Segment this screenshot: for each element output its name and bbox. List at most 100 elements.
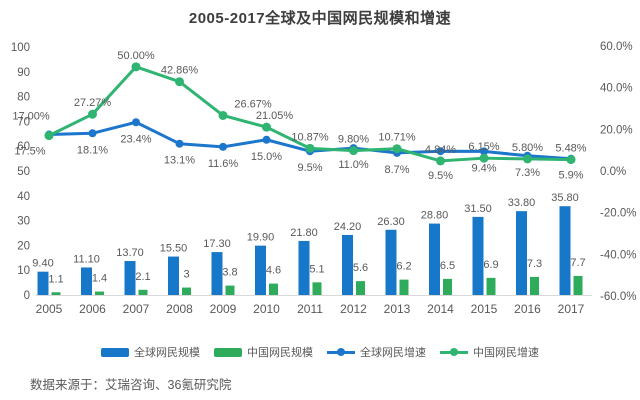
svg-text:100: 100 (11, 42, 30, 54)
bar-china-2016 (530, 276, 539, 295)
svg-text:2012: 2012 (340, 302, 367, 316)
svg-text:1.1: 1.1 (48, 273, 63, 285)
bar-global-2016 (516, 211, 527, 295)
svg-text:-20.0%: -20.0% (600, 208, 636, 220)
bar-global-2010 (255, 245, 266, 295)
svg-text:6.2: 6.2 (396, 261, 411, 273)
svg-text:17.00%: 17.00% (12, 111, 50, 123)
svg-text:2009: 2009 (210, 302, 237, 316)
x-axis: 2005 2006 2007 2008 2009 2010 2011 2012 2013 2014… (36, 295, 592, 316)
svg-text:50.00%: 50.00% (117, 50, 155, 62)
bar-global-2007 (124, 261, 136, 295)
bar-china-2012 (356, 281, 365, 295)
svg-text:9.40: 9.40 (32, 258, 53, 270)
svg-text:11.6%: 11.6% (208, 158, 239, 170)
svg-text:70: 70 (17, 116, 30, 128)
svg-text:40.0%: 40.0% (600, 83, 633, 95)
bars-china: 1.1 1.4 2.1 3 3.8 4.6 5.1 5.6 6.2 6.5 6.9 7.3 7.7 (48, 257, 586, 295)
legend-item-global-growth: 全球网民增速 (327, 344, 426, 360)
svg-text:1.4: 1.4 (92, 273, 107, 285)
line-global-growth: 17.5% 18.1% 23.4% 13.1% 11.6% 15.0% 9.5% 11.0% 8… (14, 118, 584, 182)
svg-text:0.0%: 0.0% (600, 166, 626, 178)
bar-china-2017 (573, 275, 583, 295)
svg-text:10.71%: 10.71% (378, 132, 416, 144)
source-note: 数据来源于：艾瑞咨询、36氪研究院 (30, 378, 232, 392)
svg-text:2017: 2017 (558, 302, 585, 316)
line-china-growth: 17.00% 27.27% 50.00% 42.86% 26.67%21.05% 10.8… (12, 50, 587, 166)
svg-text:3: 3 (183, 269, 189, 281)
svg-text:2005: 2005 (36, 302, 63, 316)
svg-text:42.86%: 42.86% (161, 65, 199, 77)
bar-china-2015 (486, 277, 496, 295)
svg-text:2013: 2013 (384, 302, 411, 316)
bar-global-2014 (429, 223, 440, 295)
svg-text:31.50: 31.50 (464, 203, 492, 215)
svg-text:2014: 2014 (427, 302, 454, 316)
bar-china-2014 (443, 278, 452, 295)
bar-global-2011 (298, 240, 310, 295)
legend-label: 全球网民增速 (360, 347, 426, 359)
legend-label: 全球网民规模 (134, 347, 200, 359)
svg-text:2011: 2011 (297, 302, 323, 316)
global-users-bar-swatch-icon (101, 347, 129, 357)
svg-text:6.15%: 6.15% (468, 141, 499, 153)
bar-global-2013 (385, 229, 397, 295)
china-users-bar-swatch-icon (214, 347, 242, 357)
svg-text:35.80: 35.80 (551, 192, 579, 204)
bar-china-2010 (269, 283, 278, 295)
svg-text:17.30: 17.30 (203, 238, 231, 250)
svg-text:15.50: 15.50 (160, 243, 188, 255)
svg-text:5.48%: 5.48% (555, 143, 586, 155)
chart-legend: 全球网民规模 中国网民规模 全球网民增速 中国网民增速 (0, 344, 640, 360)
bar-china-2007 (138, 289, 148, 295)
svg-text:11.0%: 11.0% (338, 159, 369, 171)
svg-text:9.5%: 9.5% (428, 170, 453, 182)
svg-text:13.1%: 13.1% (164, 155, 195, 167)
svg-text:28.80: 28.80 (421, 210, 449, 222)
svg-text:15.0%: 15.0% (251, 151, 282, 163)
svg-text:2007: 2007 (123, 302, 150, 316)
svg-text:17.5%: 17.5% (14, 146, 45, 158)
svg-text:3.8: 3.8 (222, 267, 237, 279)
svg-text:2010: 2010 (253, 302, 280, 316)
left-axis: 0 10 20 30 40 50 60 70 80 90 100 (11, 42, 30, 302)
svg-text:7.3%: 7.3% (515, 167, 540, 179)
bar-china-2006 (95, 291, 104, 295)
svg-text:50: 50 (17, 166, 30, 178)
svg-text:-40.0%: -40.0% (600, 249, 636, 261)
legend-label: 中国网民规模 (247, 347, 313, 359)
right-axis: 60.0% 40.0% 20.0% 0.0% -20.0% -40.0% -60.0% (600, 41, 636, 303)
svg-text:10: 10 (17, 265, 30, 277)
svg-text:90: 90 (17, 67, 30, 79)
bar-china-2009 (225, 285, 235, 295)
svg-text:9.5%: 9.5% (297, 162, 322, 174)
svg-text:20.0%: 20.0% (600, 124, 633, 136)
svg-text:21.80: 21.80 (290, 227, 318, 239)
svg-text:5.6: 5.6 (353, 262, 368, 274)
svg-text:0: 0 (24, 290, 30, 302)
bar-global-2012 (342, 234, 353, 295)
svg-text:2008: 2008 (166, 302, 193, 316)
global-growth-line-swatch-icon (327, 348, 355, 356)
svg-text:11.10: 11.10 (73, 253, 100, 265)
svg-text:33.80: 33.80 (508, 197, 536, 209)
svg-text:10.87%: 10.87% (291, 131, 329, 143)
svg-text:30: 30 (17, 216, 30, 228)
svg-text:21.05%: 21.05% (256, 110, 294, 122)
svg-text:5.9%: 5.9% (558, 170, 583, 182)
chart-plot: 0 10 20 30 40 50 60 70 80 90 100 60.0% 40.0% 20.0% 0.0… (11, 41, 637, 316)
svg-text:60: 60 (17, 141, 30, 153)
svg-text:2016: 2016 (514, 302, 541, 316)
svg-text:2015: 2015 (471, 302, 498, 316)
svg-text:13.70: 13.70 (116, 247, 144, 259)
bar-global-2017 (559, 206, 571, 295)
bar-global-2005 (37, 271, 49, 295)
svg-text:18.1%: 18.1% (77, 144, 108, 156)
legend-item-china-growth: 中国网民增速 (440, 344, 539, 360)
svg-text:26.30: 26.30 (377, 216, 405, 228)
svg-text:8.7%: 8.7% (384, 164, 409, 176)
svg-text:5.1: 5.1 (309, 263, 324, 275)
svg-text:24.20: 24.20 (334, 221, 362, 233)
svg-text:2.1: 2.1 (135, 271, 150, 283)
